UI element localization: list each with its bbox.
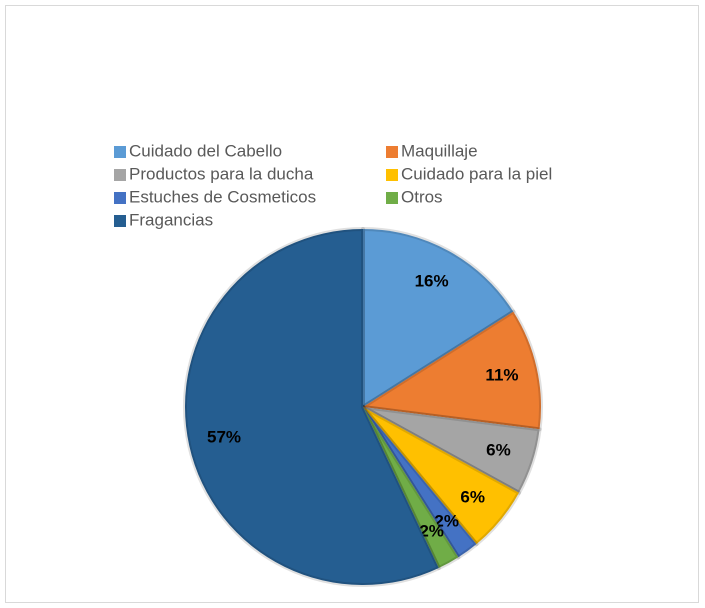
pie-slice (361, 405, 521, 547)
legend-swatch (386, 192, 398, 204)
legend-label: Productos para la ducha (129, 164, 314, 183)
legend-label: Cuidado del Cabello (129, 141, 282, 160)
legend-swatch (114, 215, 126, 227)
data-label: 11% (485, 365, 518, 384)
data-label: 2% (434, 512, 459, 531)
pie-slice (361, 405, 542, 495)
pie-slice (361, 227, 516, 409)
legend-swatch (114, 146, 126, 158)
legend-swatch (114, 192, 126, 204)
legend-label: Cuidado para la piel (401, 164, 552, 183)
data-label: 6% (460, 487, 485, 506)
legend-label: Otros (401, 187, 443, 206)
pie-slice (183, 227, 441, 587)
data-label: 57% (207, 428, 241, 447)
data-label: 6% (486, 440, 511, 459)
legend-label: Fragancias (129, 210, 213, 229)
data-label: 16% (415, 272, 449, 291)
legend-label: Maquillaje (401, 141, 478, 160)
legend-label: Estuches de Cosmeticos (129, 187, 316, 206)
legend-swatch (114, 169, 126, 181)
pie-slice (361, 405, 479, 560)
pie-slice (361, 309, 543, 432)
legend-swatch (386, 146, 398, 158)
legend-swatch (386, 169, 398, 181)
data-label: 2% (419, 521, 444, 540)
pie-slice (361, 405, 461, 571)
